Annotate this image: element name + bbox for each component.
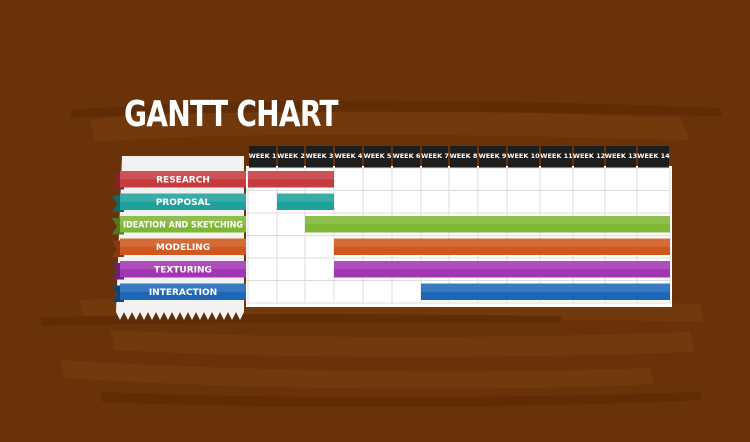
task-label: MODELING [156,243,210,253]
task-ribbon: INTERACTION [112,283,246,302]
week-header: WEEK 4 [335,146,363,168]
grid-lines [246,167,671,304]
week-label: WEEK 9 [479,152,507,160]
week-label: WEEK 10 [507,152,540,160]
week-label: WEEK 5 [364,152,392,160]
week-header: WEEK 2 [277,146,305,168]
week-label: WEEK 2 [277,152,305,160]
week-label: WEEK 11 [540,152,573,160]
week-label: WEEK 7 [421,152,449,160]
week-header: WEEK 9 [479,146,507,168]
week-label: WEEK 12 [573,152,605,160]
week-header: WEEK 8 [450,146,478,168]
task-ribbon: IDEATION AND SKETCHING [112,216,246,235]
task-label: PROPOSAL [156,198,211,208]
week-label: WEEK 14 [637,152,670,160]
task-ribbon: TEXTURING [112,261,246,280]
week-label: WEEK 1 [249,152,277,160]
task-label: RESEARCH [156,175,210,185]
gantt-bar [334,238,670,255]
week-header: WEEK 6 [393,146,421,168]
week-header: WEEK 7 [421,146,449,168]
gantt-bar [305,216,670,233]
week-label: WEEK 8 [450,152,478,160]
gantt-bar [421,283,670,300]
week-label: WEEK 4 [335,152,363,160]
week-header: WEEK 10 [507,146,540,168]
week-header: WEEK 11 [540,146,573,168]
week-label: WEEK 13 [605,152,637,160]
gantt-bar [334,261,670,278]
week-header: WEEK 14 [637,146,670,168]
gantt-bar [277,193,334,210]
task-ribbon: MODELING [112,238,246,257]
week-label: WEEK 3 [306,152,334,160]
week-header: WEEK 5 [364,146,392,168]
week-header: WEEK 12 [573,146,605,168]
gantt-bar [248,171,334,188]
week-header: WEEK 3 [306,146,334,168]
chart-title: GANTT CHART [124,94,339,135]
week-label: WEEK 6 [393,152,421,160]
week-header: WEEK 1 [249,146,277,168]
task-label: INTERACTION [149,288,217,298]
task-label: TEXTURING [154,265,212,275]
task-label: IDEATION AND SKETCHING [123,220,243,230]
task-ribbon: PROPOSAL [112,193,246,212]
task-ribbon: RESEARCH [112,171,246,190]
week-header: WEEK 13 [605,146,637,168]
